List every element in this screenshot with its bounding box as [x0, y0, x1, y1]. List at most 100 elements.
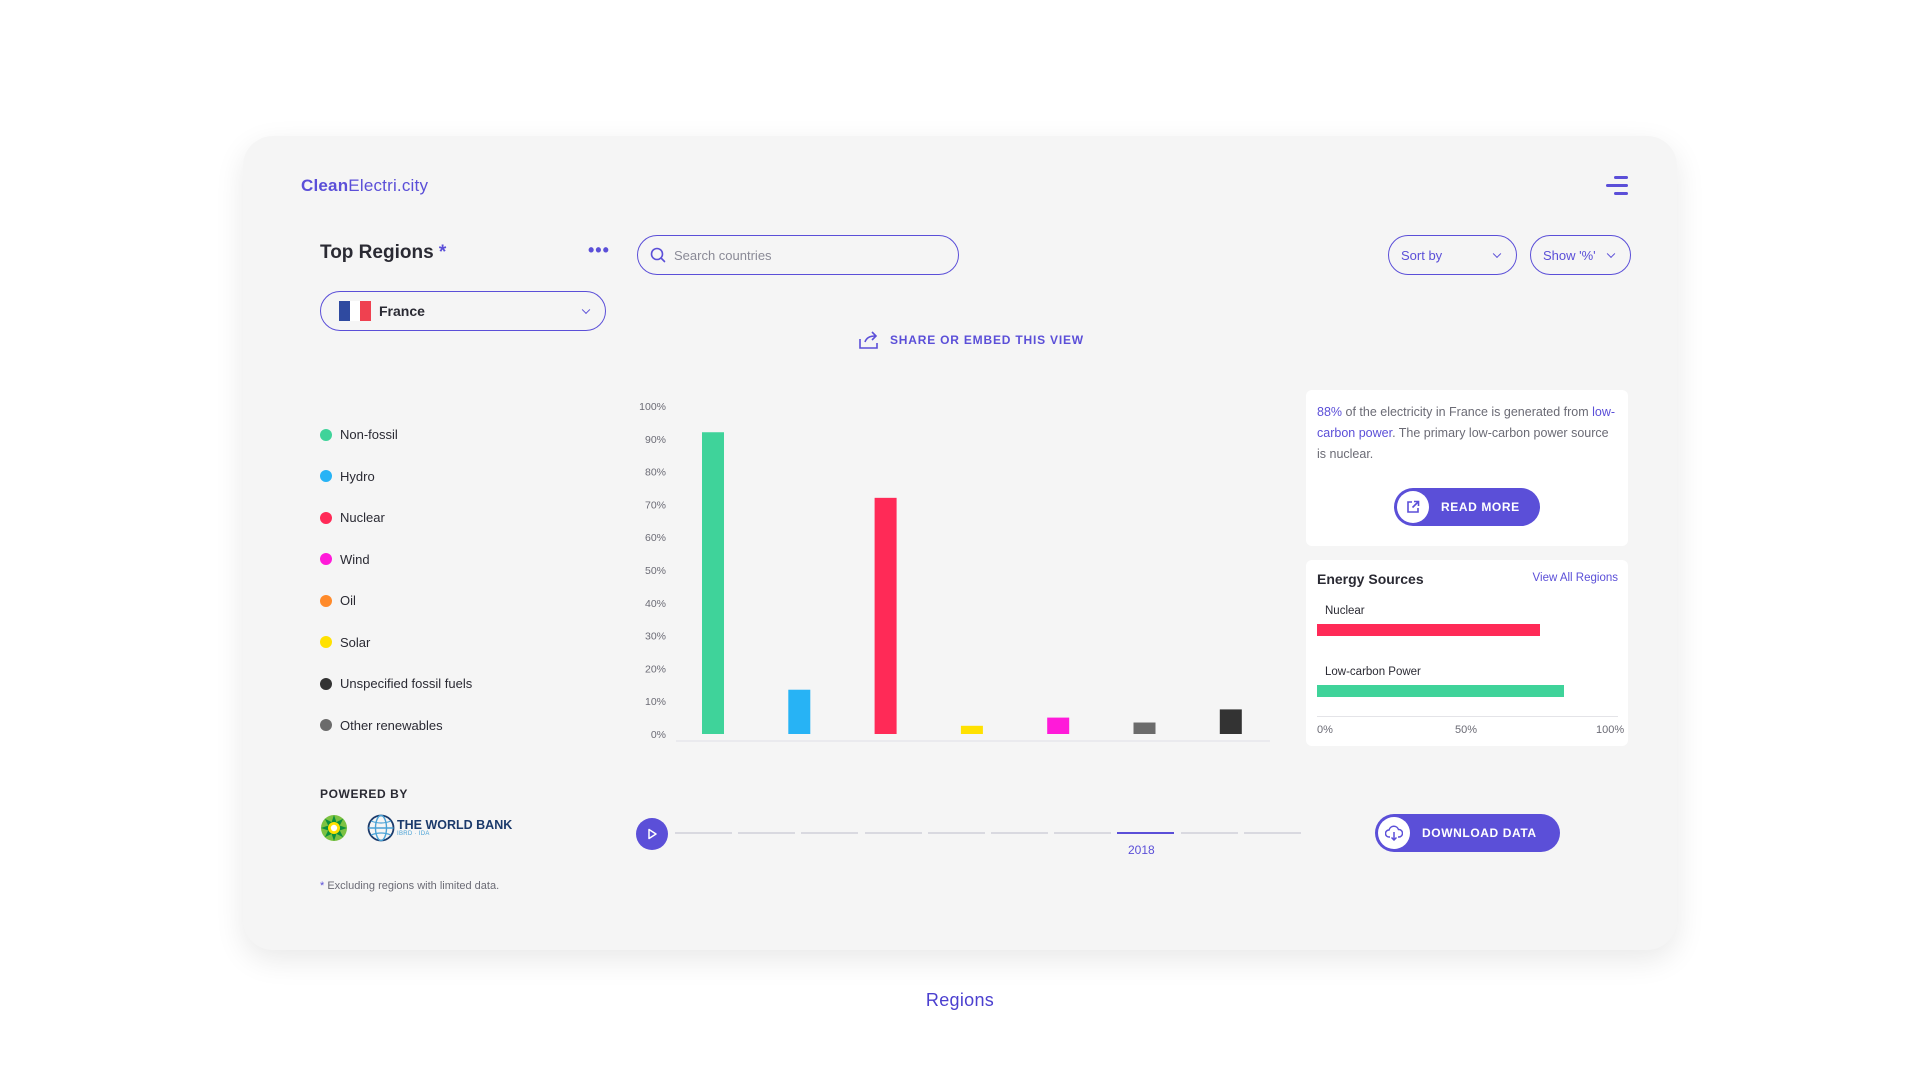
- view-all-regions-link[interactable]: View All Regions: [1532, 572, 1618, 584]
- sort-by-select[interactable]: Sort by: [1388, 235, 1517, 275]
- download-data-button[interactable]: DOWNLOAD DATA: [1375, 814, 1560, 852]
- legend-item: Hydro: [320, 456, 472, 498]
- cloud-download-icon: [1378, 817, 1410, 849]
- y-tick-label: 90%: [645, 434, 666, 446]
- chevron-down-icon: [1492, 249, 1502, 259]
- chart-bar[interactable]: [1133, 722, 1156, 734]
- energy-bar-low-carbon: [1317, 685, 1564, 697]
- chart-bar[interactable]: [1047, 717, 1070, 734]
- footnote: * Excluding regions with limited data.: [320, 880, 500, 892]
- more-options-icon[interactable]: •••: [588, 240, 610, 260]
- world-bank-logo-text: THE WORLD BANK: [397, 818, 513, 832]
- chart-bar[interactable]: [960, 725, 983, 734]
- energy-sources-title: Energy Sources: [1317, 571, 1424, 587]
- play-button[interactable]: [636, 818, 668, 850]
- legend-dot-icon: [320, 428, 332, 441]
- legend-label: Non-fossil: [340, 427, 398, 443]
- brand-logo[interactable]: CleanElectri.city: [301, 176, 429, 195]
- bp-logo-icon: [321, 815, 347, 841]
- share-icon: [859, 331, 878, 349]
- timeline-segment[interactable]: [991, 832, 1048, 834]
- legend-label: Hydro: [340, 468, 375, 484]
- share-embed-button[interactable]: SHARE OR EMBED THIS VIEW: [858, 330, 1084, 350]
- search-field[interactable]: [637, 235, 959, 275]
- y-tick-label: 80%: [645, 467, 666, 479]
- energy-tick: 50%: [1455, 724, 1478, 736]
- panel-title: Top Regions *: [320, 242, 447, 263]
- y-tick-label: 30%: [645, 631, 666, 643]
- legend-label: Unspecified fossil fuels: [340, 676, 473, 692]
- timeline-segment[interactable]: [801, 832, 859, 834]
- timeline-segment[interactable]: [1054, 832, 1112, 834]
- external-link-icon: [1397, 491, 1429, 523]
- chart-bar[interactable]: [874, 497, 897, 734]
- partner-logos: THE WORLD BANK IBRD · IDA: [320, 813, 512, 843]
- legend-item: Non-fossil: [320, 414, 472, 456]
- menu-icon[interactable]: [1606, 176, 1628, 196]
- chart-bar[interactable]: [702, 432, 724, 734]
- y-tick-label: 0%: [651, 729, 666, 741]
- legend-label: Wind: [340, 551, 370, 567]
- legend-dot-icon: [320, 594, 332, 607]
- y-tick-label: 60%: [645, 532, 666, 544]
- share-embed-label: SHARE OR EMBED THIS VIEW: [890, 333, 1084, 347]
- show-pct-label: Show '%': [1543, 247, 1596, 263]
- flag-icon: [339, 301, 372, 321]
- legend-label: Other renewables: [340, 717, 443, 733]
- chart-bar[interactable]: [788, 689, 811, 734]
- show-pct-select[interactable]: Show '%': [1530, 235, 1631, 275]
- legend-item: Nuclear: [320, 497, 472, 539]
- bar-chart: 100% 90% 80% 70% 60% 50% 40% 30% 20% 10% 0%: [639, 401, 1270, 742]
- y-tick-label: 40%: [645, 598, 666, 610]
- energy-axis: [1317, 716, 1618, 717]
- energy-bar-label: Nuclear: [1325, 605, 1365, 617]
- low-carbon-link[interactable]: low-carbon power: [1317, 405, 1616, 440]
- legend-label: Solar: [340, 634, 371, 650]
- energy-tick: 100%: [1596, 724, 1625, 736]
- legend-dot-icon: [320, 470, 332, 483]
- legend-dot-icon: [320, 636, 332, 649]
- timeline-segment[interactable]: [738, 832, 796, 834]
- chevron-down-icon: [1606, 249, 1616, 259]
- legend-dot-icon: [320, 677, 332, 690]
- legend-label: Nuclear: [340, 510, 385, 526]
- search-input[interactable]: [674, 247, 934, 263]
- y-tick-label: 100%: [639, 401, 666, 413]
- legend-item: Other renewables: [320, 705, 472, 747]
- energy-sources-card: Energy Sources View All Regions Nuclear …: [1306, 560, 1628, 746]
- energy-tick: 0%: [1317, 724, 1333, 736]
- chevron-down-icon: [581, 305, 591, 315]
- y-tick-label: 70%: [645, 499, 666, 511]
- timeline-segment[interactable]: [864, 832, 922, 834]
- y-tick-label: 10%: [645, 696, 666, 708]
- download-data-label: DOWNLOAD DATA: [1422, 826, 1537, 840]
- read-more-button[interactable]: READ MORE: [1394, 488, 1540, 526]
- read-more-label: READ MORE: [1441, 500, 1520, 514]
- play-icon: [648, 828, 657, 840]
- y-tick-label: 50%: [645, 565, 666, 577]
- info-text: 88% of the electricity in France is gene…: [1317, 405, 1616, 461]
- legend-item: Solar: [320, 622, 472, 664]
- timeline-segment[interactable]: [1243, 832, 1301, 834]
- timeline-segment[interactable]: [675, 832, 732, 834]
- legend-dot-icon: [320, 553, 332, 566]
- legend-label: Oil: [340, 593, 356, 609]
- energy-bar-label: Low-carbon Power: [1325, 666, 1421, 678]
- legend-dot-icon: [320, 719, 332, 732]
- powered-by-title: POWERED BY: [320, 787, 409, 801]
- sort-by-label: Sort by: [1401, 247, 1443, 263]
- page-caption: Regions: [925, 990, 995, 1010]
- chart-bar[interactable]: [1219, 709, 1242, 734]
- legend-item: Wind: [320, 539, 472, 581]
- timeline-segment[interactable]: [1117, 832, 1175, 834]
- timeline-segment[interactable]: [927, 832, 985, 834]
- legend-dot-icon: [320, 511, 332, 524]
- world-bank-logo-sub: IBRD · IDA: [397, 831, 430, 837]
- energy-bar-nuclear: [1317, 624, 1540, 636]
- world-bank-globe-icon: [367, 814, 395, 842]
- timeline-year: 2018: [1128, 843, 1155, 857]
- country-select-label: France: [379, 303, 425, 319]
- legend-item: Unspecified fossil fuels: [320, 663, 472, 705]
- timeline-segment[interactable]: [1180, 832, 1238, 834]
- country-select[interactable]: France: [320, 291, 606, 331]
